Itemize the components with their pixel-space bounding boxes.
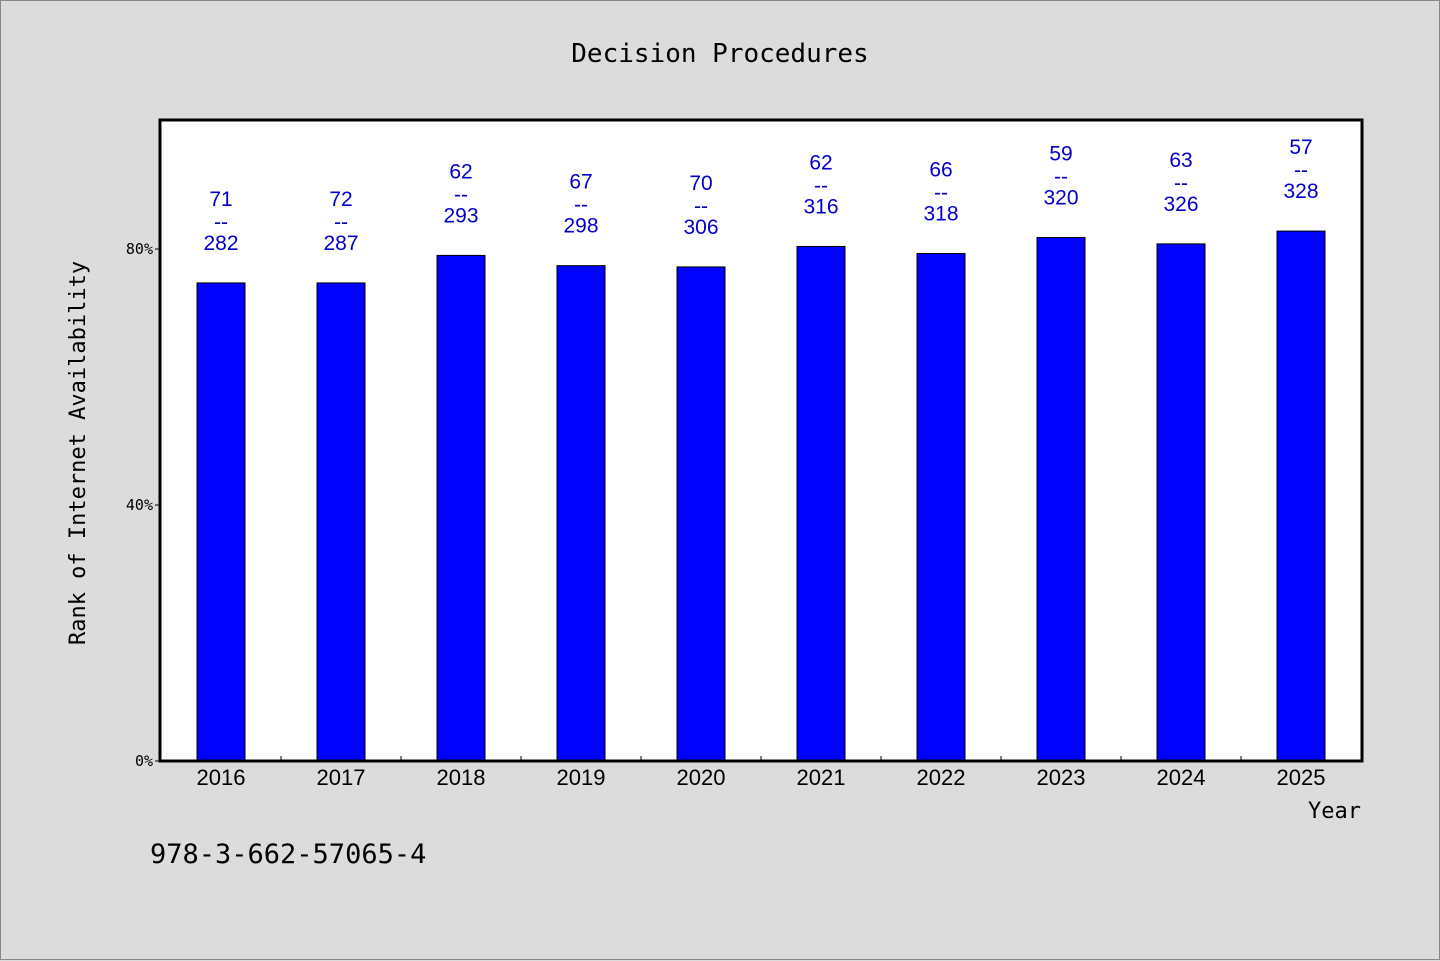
- x-tick-label-2023: 2023: [1037, 765, 1086, 790]
- y-axis: 0% 40% 80%: [126, 240, 161, 770]
- data-label-bottom-2022: 318: [923, 202, 958, 225]
- data-label-sep-2023: --: [1054, 165, 1068, 188]
- data-label-top-2019: 67: [569, 171, 592, 194]
- y-tick-label: 40%: [126, 496, 153, 514]
- data-label-sep-2016: --: [214, 211, 228, 234]
- x-tick-label-2024: 2024: [1157, 765, 1206, 790]
- bar-2020: [676, 266, 726, 762]
- y-tick-label: 80%: [126, 240, 153, 258]
- bars-layer: [196, 230, 1326, 762]
- bar-2023: [1036, 236, 1086, 762]
- x-tick-label-2020: 2020: [677, 765, 726, 790]
- data-label-sep-2020: --: [694, 195, 708, 218]
- x-tick-label-2017: 2017: [317, 765, 366, 790]
- x-tick-label-2022: 2022: [917, 765, 966, 790]
- x-axis-title: Year: [1308, 799, 1361, 824]
- data-label-bottom-2023: 320: [1043, 186, 1078, 209]
- data-label-sep-2021: --: [814, 174, 828, 197]
- data-label-top-2022: 66: [929, 158, 952, 181]
- data-label-bottom-2019: 298: [563, 215, 598, 238]
- data-label-sep-2024: --: [1174, 172, 1188, 195]
- data-label-bottom-2020: 306: [683, 216, 718, 239]
- bar-2025: [1276, 230, 1326, 762]
- data-label-top-2016: 71: [209, 188, 232, 211]
- bar-2021: [796, 245, 846, 762]
- data-label-bottom-2016: 282: [203, 232, 238, 255]
- data-label-top-2023: 59: [1049, 142, 1072, 165]
- data-label-bottom-2025: 328: [1283, 180, 1318, 203]
- chart-title: Decision Procedures: [571, 39, 868, 69]
- data-label-sep-2018: --: [454, 183, 468, 206]
- x-axis: 2016 2017 2018 2019 2020 2021 2022 2023 2024 2025: [197, 756, 1326, 790]
- data-label-top-2025: 57: [1289, 136, 1312, 159]
- footer-isbn: 978-3-662-57065-4: [150, 839, 426, 870]
- y-tick-label: 0%: [135, 752, 153, 770]
- data-label-bottom-2017: 287: [323, 232, 358, 255]
- data-label-top-2024: 63: [1169, 149, 1192, 172]
- x-tick-label-2016: 2016: [197, 765, 246, 790]
- bar-2019: [556, 265, 606, 762]
- bar-2018: [436, 254, 486, 762]
- x-tick-label-2018: 2018: [437, 765, 486, 790]
- data-label-bottom-2018: 293: [443, 204, 478, 227]
- data-label-top-2021: 62: [809, 151, 832, 174]
- data-label-top-2018: 62: [449, 160, 472, 183]
- x-tick-label-2019: 2019: [557, 765, 606, 790]
- data-label-bottom-2024: 326: [1163, 193, 1198, 216]
- data-labels-layer: 71--28272--28762--29367--29870--30662--3…: [203, 136, 1318, 255]
- bar-2024: [1156, 243, 1206, 762]
- data-label-sep-2022: --: [934, 181, 948, 204]
- x-tick-label-2025: 2025: [1277, 765, 1326, 790]
- data-label-sep-2025: --: [1294, 159, 1308, 182]
- bar-2022: [916, 252, 966, 762]
- data-label-top-2017: 72: [329, 188, 352, 211]
- y-axis-title: Rank of Internet Availability: [66, 261, 91, 645]
- bar-2017: [316, 282, 366, 762]
- data-label-sep-2019: --: [574, 194, 588, 217]
- data-label-bottom-2021: 316: [803, 195, 838, 218]
- x-tick-label-2021: 2021: [797, 765, 846, 790]
- data-label-top-2020: 70: [689, 172, 712, 195]
- data-label-sep-2017: --: [334, 211, 348, 234]
- bar-2016: [196, 282, 246, 762]
